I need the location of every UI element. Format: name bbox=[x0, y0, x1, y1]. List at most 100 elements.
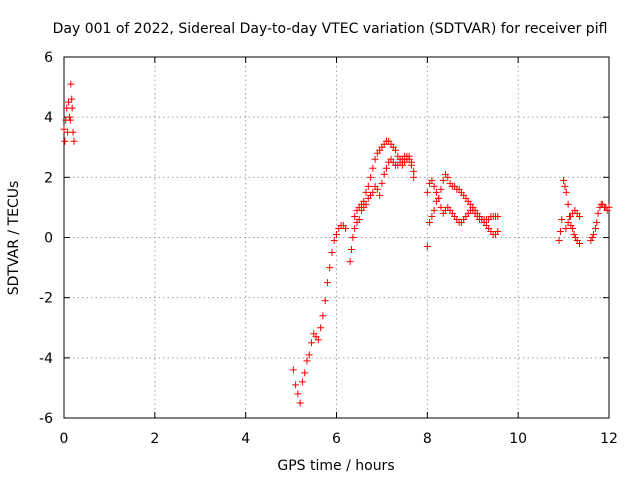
data-point bbox=[373, 185, 381, 193]
chart-title: Day 001 of 2022, Sidereal Day-to-day VTE… bbox=[53, 21, 608, 37]
data-point bbox=[65, 113, 73, 121]
data-point bbox=[410, 173, 418, 181]
data-point bbox=[437, 203, 445, 211]
data-point bbox=[430, 206, 438, 214]
data-point bbox=[66, 116, 74, 124]
data-point bbox=[562, 188, 570, 196]
y-tick-label: 0 bbox=[44, 231, 53, 247]
data-point bbox=[426, 218, 434, 226]
data-point bbox=[342, 224, 350, 232]
data-point bbox=[294, 390, 302, 398]
x-tick-label: 6 bbox=[332, 431, 341, 447]
data-point bbox=[367, 173, 375, 181]
data-point bbox=[317, 324, 325, 332]
data-point bbox=[351, 224, 359, 232]
data-point bbox=[558, 215, 566, 223]
data-point bbox=[68, 104, 76, 112]
x-tick-labels: 0 2 4 6 8 10 12 bbox=[60, 431, 618, 447]
data-point bbox=[328, 249, 336, 257]
x-tick-label: 12 bbox=[600, 431, 618, 447]
data-point bbox=[428, 212, 436, 220]
data-point bbox=[333, 230, 340, 238]
data-point bbox=[360, 197, 368, 205]
x-tick-label: 0 bbox=[60, 431, 69, 447]
data-point bbox=[437, 185, 445, 193]
data-point bbox=[575, 212, 583, 220]
data-point bbox=[562, 224, 570, 232]
data-point bbox=[599, 200, 607, 208]
data-point bbox=[319, 312, 327, 320]
data-point bbox=[68, 95, 76, 103]
y-tick-label: 4 bbox=[44, 110, 53, 126]
data-point bbox=[591, 224, 599, 232]
data-point bbox=[439, 176, 447, 184]
data-point bbox=[423, 243, 431, 251]
data-point bbox=[378, 179, 386, 187]
data-point bbox=[603, 206, 611, 214]
data-point bbox=[575, 240, 583, 248]
data-point bbox=[321, 297, 329, 305]
x-axis-label: GPS time / hours bbox=[277, 458, 394, 474]
data-point bbox=[571, 234, 579, 241]
data-point bbox=[303, 357, 311, 365]
y-tick-label: -6 bbox=[39, 411, 53, 427]
data-point bbox=[67, 80, 75, 88]
data-point bbox=[555, 237, 563, 245]
data-point bbox=[423, 188, 431, 196]
data-point bbox=[587, 237, 595, 245]
data-point bbox=[296, 399, 304, 407]
data-point bbox=[305, 351, 313, 359]
data-point bbox=[292, 381, 300, 389]
data-point bbox=[298, 378, 306, 386]
data-point bbox=[428, 176, 436, 184]
data-point bbox=[314, 336, 322, 344]
data-point bbox=[362, 188, 370, 196]
data-point bbox=[588, 234, 596, 241]
data-point bbox=[61, 137, 69, 145]
x-tick-label: 2 bbox=[150, 431, 159, 447]
y-tick-labels: -6 -4 -2 0 2 4 6 bbox=[39, 50, 53, 427]
data-point bbox=[432, 188, 440, 196]
y-tick-label: 6 bbox=[44, 50, 53, 66]
data-point bbox=[494, 212, 502, 220]
axis-ticks bbox=[63, 56, 610, 419]
data-point bbox=[301, 369, 309, 377]
data-point bbox=[560, 176, 568, 184]
data-point bbox=[376, 191, 384, 199]
data-point bbox=[308, 339, 316, 347]
y-tick-label: 2 bbox=[44, 170, 53, 186]
data-point bbox=[564, 200, 572, 208]
x-tick-label: 8 bbox=[423, 431, 432, 447]
data-point bbox=[351, 212, 359, 220]
data-point bbox=[561, 182, 569, 190]
data-point bbox=[605, 203, 613, 211]
data-point bbox=[364, 182, 372, 190]
data-point bbox=[407, 161, 415, 169]
data-point bbox=[594, 209, 602, 217]
data-point bbox=[444, 173, 452, 181]
data-point bbox=[380, 170, 388, 178]
data-point bbox=[556, 227, 564, 235]
data-point bbox=[369, 164, 377, 172]
data-point bbox=[323, 279, 331, 287]
data-point bbox=[65, 98, 73, 106]
data-point bbox=[430, 182, 438, 190]
data-point bbox=[593, 218, 601, 226]
data-point bbox=[435, 194, 443, 202]
data-point bbox=[590, 230, 598, 238]
data-point bbox=[382, 164, 390, 172]
data-point bbox=[564, 218, 572, 226]
data-point bbox=[70, 137, 78, 145]
data-point bbox=[349, 234, 357, 241]
x-tick-label: 10 bbox=[509, 431, 527, 447]
data-point bbox=[346, 258, 354, 266]
data-point bbox=[326, 264, 334, 272]
y-tick-label: -4 bbox=[39, 351, 53, 367]
data-point bbox=[392, 146, 400, 154]
data-point bbox=[289, 366, 297, 374]
y-axis-label: SDTVAR / TECUs bbox=[6, 181, 22, 296]
data-point bbox=[69, 128, 77, 136]
data-point bbox=[355, 215, 363, 223]
data-points bbox=[60, 80, 613, 407]
